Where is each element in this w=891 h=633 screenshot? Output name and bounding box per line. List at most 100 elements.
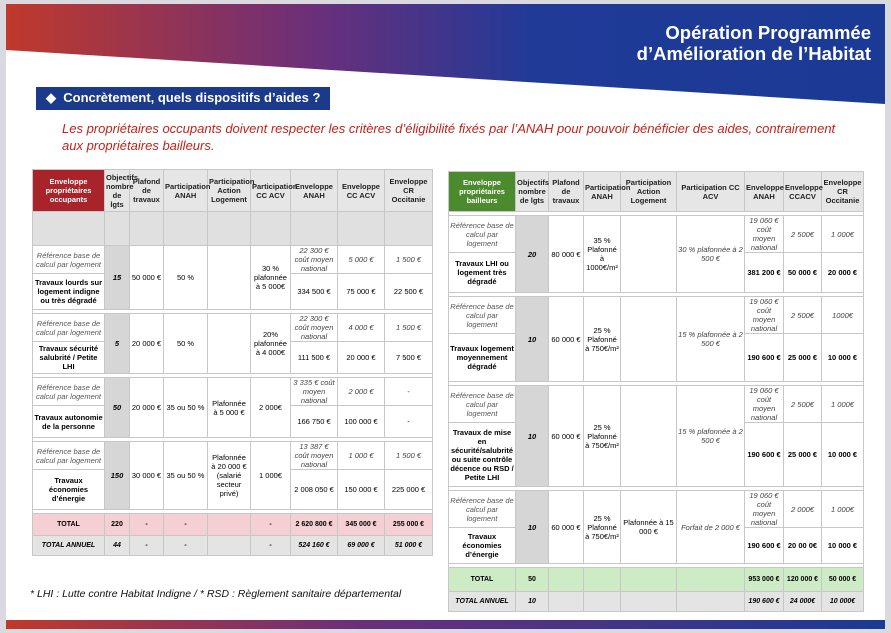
table-row: Référence base de calcul par logement 10… (448, 385, 864, 487)
ref-label: Référence base de calcul par logement (448, 490, 516, 528)
env-ccacv-cell: 25 000 € (783, 422, 822, 487)
env-ccacv-cell: 150 000 € (337, 469, 385, 510)
occupants-table: Enveloppe propriétaires occupants Object… (32, 169, 433, 556)
section-heading: ◆ Concrètement, quels dispositifs d’aide… (36, 87, 331, 110)
anah-cell: 25 % Plafonné à 750€/m² (583, 385, 621, 487)
annual-plafond (548, 591, 584, 612)
cc-cell: 30 % plafonnée à 2 500 € (676, 215, 745, 293)
bailleurs-corner-header: Enveloppe propriétaires bailleurs (448, 171, 516, 212)
col-header: Participation ANAH (583, 171, 630, 212)
ref-ccacv-cell: 1 000 € (337, 441, 385, 470)
env-cr-cell: - (384, 405, 433, 438)
ref-label: Référence base de calcul par logement (32, 441, 105, 470)
env-anah-cell: 190 600 € (744, 527, 784, 564)
ref-anah-cell: 3 335 € coût moyen national (290, 377, 338, 406)
ref-anah-cell: 19 060 € coût moyen national (744, 490, 784, 528)
total-label: TOTAL (448, 567, 516, 592)
cc-cell: 2 000€ (250, 377, 291, 438)
objective-cell: 5 (104, 313, 130, 374)
intro-text: Les propriétaires occupants doivent resp… (62, 121, 836, 153)
total-anah (583, 567, 621, 592)
row-label: Travaux sécurité salubrité / Petite LHI (32, 341, 105, 374)
ref-anah-cell: 22 300 € coût moyen national (290, 313, 338, 342)
total-env-anah: 2 620 800 € (290, 513, 338, 536)
env-cr-cell: 10 000 € (821, 333, 864, 382)
cc-cell: 30 % plafonnée à 5 000€ (250, 245, 291, 310)
table-row: Référence base de calcul par logement 10… (448, 296, 864, 382)
total-obj: 220 (104, 513, 130, 536)
annual-obj: 10 (515, 591, 549, 612)
row-label: Travaux de mise en sécurité/salubrité ou… (448, 422, 516, 487)
col-header: Enveloppe CCACV (783, 171, 823, 212)
ref-label: Référence base de calcul par logement (32, 377, 105, 406)
cc-cell: 1 000€ (250, 441, 291, 510)
col-header: Participation Action Logement (620, 171, 677, 212)
ref-cr-cell: 1 500 € (384, 441, 433, 470)
annual-action (207, 535, 251, 556)
env-cr-cell: 7 500 € (384, 341, 433, 374)
row-label: Travaux logement moyennement dégradé (448, 333, 516, 382)
action-cell (620, 215, 677, 293)
row-label: Travaux lourds sur logement indigne ou t… (32, 273, 105, 310)
ref-label: Référence base de calcul par logement (448, 215, 516, 253)
col-header: Enveloppe CC ACV (337, 169, 385, 212)
total-obj: 50 (515, 567, 549, 592)
plafond-cell: 50 000 € (129, 245, 164, 310)
page-title: Opération Programmée d’Amélioration de l… (451, 22, 871, 64)
action-cell: Plafonnée à 5 000 € (207, 377, 251, 438)
env-ccacv-cell: 100 000 € (337, 405, 385, 438)
total-env-anah: 953 000 € (744, 567, 784, 592)
cc-cell: 15 % plafonnée à 2 500 € (676, 385, 745, 487)
row-label: Travaux économies d’énergie (32, 469, 105, 510)
col-header: Objectifs nombre de lgts (104, 169, 138, 212)
occupants-corner-header: Enveloppe propriétaires occupants (32, 169, 105, 212)
plafond-cell: 30 000 € (129, 441, 164, 510)
table-row: Référence base de calcul par logement 15… (32, 441, 433, 510)
col-header: Enveloppe CR Occitanie (384, 169, 433, 212)
ref-cr-cell: - (384, 377, 433, 406)
ref-label: Référence base de calcul par logement (32, 313, 105, 342)
col-header: Objectifs nombre de lgts (515, 171, 549, 212)
env-anah-cell: 190 600 € (744, 422, 784, 487)
row-label: Travaux LHI ou logement très dégradé (448, 252, 516, 293)
annual-label: TOTAL ANNUEL (32, 535, 105, 556)
env-anah-cell: 166 750 € (290, 405, 338, 438)
ref-cr-cell: 1 000€ (821, 385, 864, 423)
action-cell (207, 245, 251, 310)
slide: Opération Programmée d’Amélioration de l… (6, 4, 885, 629)
col-header: Enveloppe CR Occitanie (821, 171, 864, 212)
anah-cell: 35 ou 50 % (163, 441, 208, 510)
ref-ccacv-cell: 2 000 € (337, 377, 385, 406)
plafond-cell: 80 000 € (548, 215, 584, 293)
cc-cell: 20% plafonnée à 4 000€ (250, 313, 291, 374)
ref-label: Référence base de calcul par logement (448, 296, 516, 334)
annual-env-anah: 190 600 € (744, 591, 784, 612)
table-row: Référence base de calcul par logement 10… (448, 490, 864, 564)
objective-cell: 50 (104, 377, 130, 438)
ref-cr-cell: 1000€ (821, 296, 864, 334)
title-line-1: Opération Programmée (665, 22, 871, 43)
env-anah-cell: 2 008 050 € (290, 469, 338, 510)
total-plafond (548, 567, 584, 592)
env-ccacv-cell: 20 00 0€ (783, 527, 822, 564)
total-label: TOTAL (32, 513, 105, 536)
annual-total-row: TOTAL ANNUEL 44 - - - 524 160 € 69 000 €… (32, 535, 433, 556)
total-env-ccacv: 120 000 € (783, 567, 822, 592)
title-line-2: d’Amélioration de l’Habitat (636, 43, 871, 64)
total-env-cr: 50 000 € (821, 567, 864, 592)
ref-ccacv-cell: 2 500€ (783, 215, 822, 253)
ref-ccacv-cell: 2 500€ (783, 296, 822, 334)
plafond-cell: 60 000 € (548, 490, 584, 564)
action-cell (620, 385, 677, 487)
bailleurs-table: Enveloppe propriétaires bailleurs Object… (448, 171, 864, 612)
total-anah: - (163, 513, 208, 536)
ref-label: Référence base de calcul par logement (448, 385, 516, 423)
env-ccacv-cell: 25 000 € (783, 333, 822, 382)
annual-env-ccacv: 24 000€ (783, 591, 822, 612)
objective-cell: 150 (104, 441, 130, 510)
env-ccacv-cell: 50 000 € (783, 252, 822, 293)
anah-cell: 50 % (163, 313, 208, 374)
env-cr-cell: 22 500 € (384, 273, 433, 310)
env-cr-cell: 20 000 € (821, 252, 864, 293)
col-header: Participation CC ACV (250, 169, 297, 212)
